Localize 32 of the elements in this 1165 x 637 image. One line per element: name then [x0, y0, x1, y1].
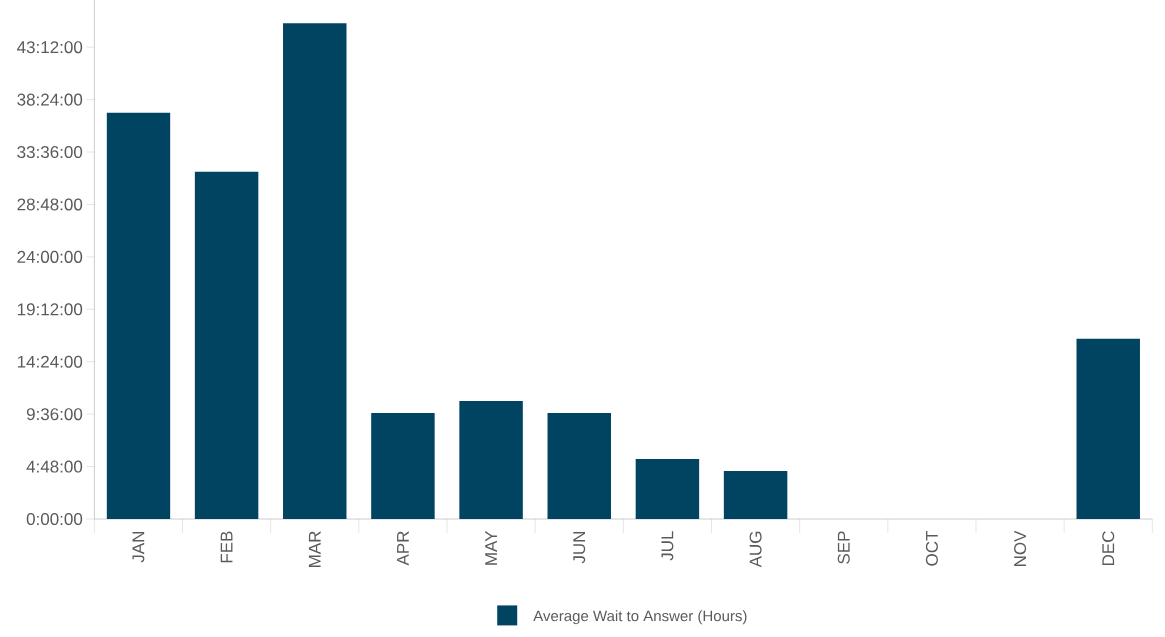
bar [194, 171, 259, 520]
bar [635, 458, 700, 520]
y-tick-label: 14:24:00 [17, 355, 83, 368]
x-tick-label: MAY [485, 530, 497, 565]
y-tick-label: 9:36:00 [26, 408, 83, 421]
x-tick-label: JUN [573, 531, 586, 564]
bar [547, 413, 611, 520]
y-tick-label: 4:48:00 [26, 460, 83, 473]
bar [1076, 338, 1140, 520]
x-tick-label: NOV [1014, 530, 1027, 566]
x-tick-label: APR [397, 531, 409, 566]
y-tick-label: 19:12:00 [17, 303, 83, 316]
y-tick-label: 33:36:00 [17, 146, 83, 159]
y-tick-label: 43:12:00 [17, 41, 83, 54]
x-tick-label: DEC [1102, 531, 1115, 566]
bar [723, 470, 788, 520]
y-tick-label: 24:00:00 [17, 250, 83, 263]
x-tick-label: OCT [925, 530, 938, 566]
x-tick-label: SEP [837, 531, 850, 564]
legend-label: Average Wait to Answer (Hours) [533, 610, 747, 625]
y-tick-label: 38:24:00 [17, 93, 83, 106]
y-tick-label: 0:00:00 [26, 513, 83, 526]
y-tick-label: 28:48:00 [17, 198, 83, 211]
bar [283, 23, 347, 520]
x-tick-label: MAR [308, 531, 321, 567]
bar [106, 112, 171, 520]
x-tick-label: JUL [661, 531, 674, 561]
x-tick-label: FEB [220, 531, 233, 563]
bar [459, 401, 523, 520]
x-tick-label: JAN [132, 531, 145, 563]
bar [371, 413, 435, 520]
x-tick-label: AUG [749, 531, 762, 568]
